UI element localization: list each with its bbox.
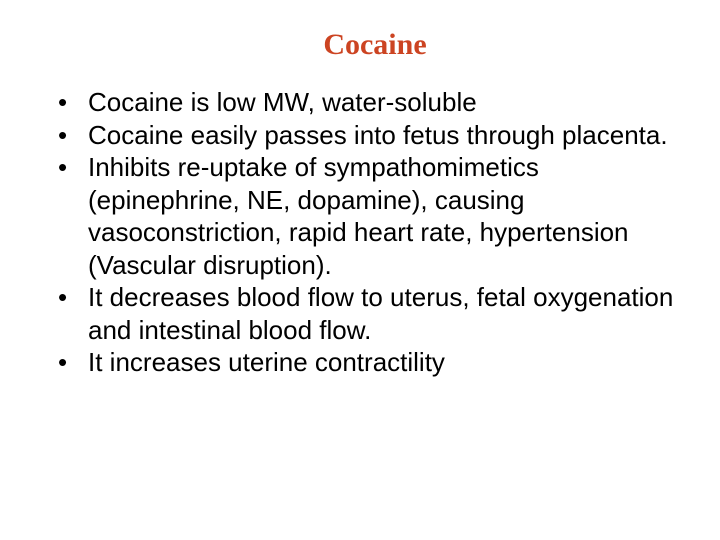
- bullet-list: Cocaine is low MW, water-soluble Cocaine…: [40, 86, 680, 379]
- list-item: Inhibits re-uptake of sympathomimetics (…: [58, 151, 680, 281]
- list-item: It increases uterine contractility: [58, 346, 680, 379]
- list-item: Cocaine easily passes into fetus through…: [58, 119, 680, 152]
- slide-title: Cocaine: [40, 28, 680, 62]
- list-item: It decreases blood flow to uterus, fetal…: [58, 281, 680, 346]
- list-item: Cocaine is low MW, water-soluble: [58, 86, 680, 119]
